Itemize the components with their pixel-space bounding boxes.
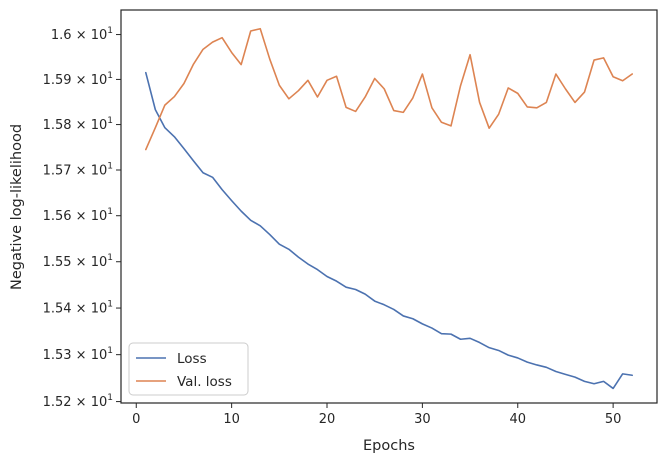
- x-tick-label: 30: [414, 412, 431, 427]
- y-tick-label: 1.54 × 101: [43, 300, 113, 317]
- y-axis-label: Negative log-likelihood: [9, 124, 25, 290]
- plot-frame: [120, 9, 658, 404]
- y-tick-label: 1.55 × 101: [43, 253, 113, 270]
- x-axis-ticks: 0 10 20 30 40 50: [132, 403, 621, 427]
- y-tick-label: 1.53 × 101: [43, 346, 113, 363]
- y-tick-label: 1.58 × 101: [43, 116, 113, 133]
- x-tick-label: 10: [223, 412, 240, 427]
- series-line-loss: [145, 71, 634, 390]
- y-tick-label: 1.6 × 101: [51, 26, 113, 43]
- legend-label-loss: Loss: [177, 351, 207, 367]
- legend-box: [128, 342, 249, 396]
- legend: Loss Val. loss: [128, 342, 249, 396]
- x-axis-label: Epochs: [363, 438, 415, 454]
- x-tick-label: 0: [132, 412, 140, 427]
- y-tick-label: 1.59 × 101: [43, 71, 113, 88]
- series-lines: [145, 27, 634, 390]
- legend-label-val-loss: Val. loss: [177, 374, 232, 390]
- y-tick-label: 1.52 × 101: [43, 393, 113, 410]
- y-tick-label: 1.57 × 101: [43, 161, 113, 178]
- x-tick-label: 20: [319, 412, 336, 427]
- x-tick-label: 40: [509, 412, 526, 427]
- y-axis-ticks: 1.52 × 101 1.53 × 101 1.54 × 101 1.55 × 101…: [43, 26, 121, 410]
- x-tick-label: 50: [605, 412, 622, 427]
- y-tick-label: 1.56 × 101: [43, 207, 113, 224]
- series-line-val-loss: [145, 27, 634, 151]
